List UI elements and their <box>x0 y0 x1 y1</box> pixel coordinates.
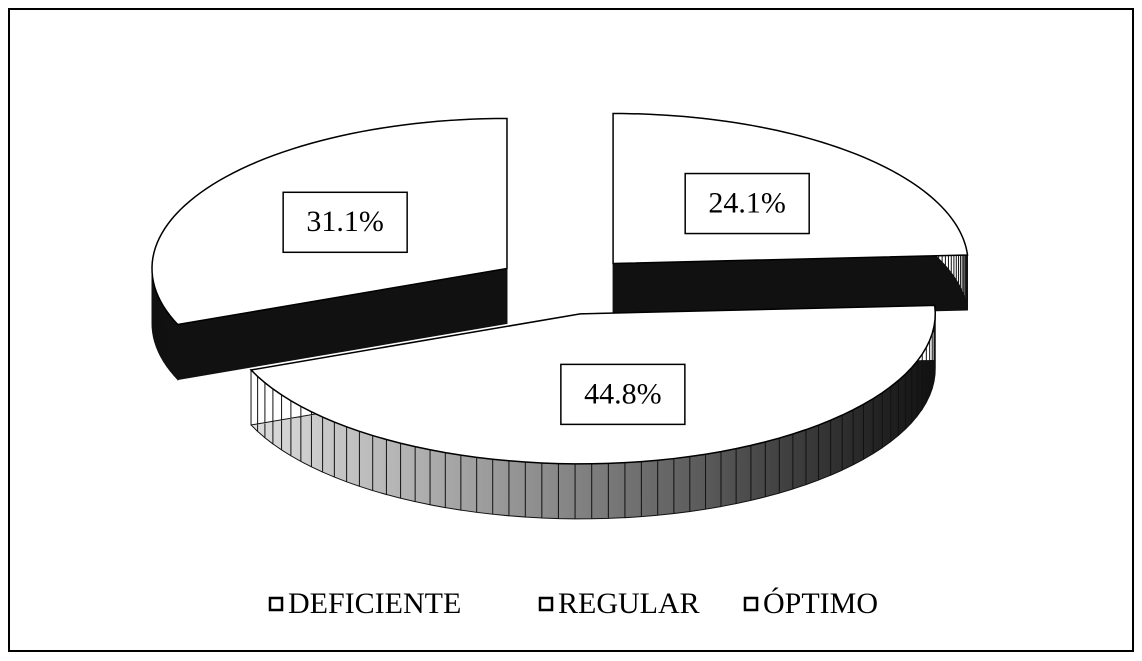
data-label-box <box>684 172 810 235</box>
legend-swatch <box>268 596 284 612</box>
pie: 24.1% 44.8% 31.1% <box>151 112 969 520</box>
legend-swatch <box>743 596 759 612</box>
legend-label: REGULAR <box>558 587 700 620</box>
legend-label: DEFICIENTE <box>288 587 461 620</box>
data-label: 44.8% <box>584 377 662 410</box>
data-label-box <box>282 191 408 254</box>
data-label: 31.1% <box>306 205 384 238</box>
data-label-box <box>560 363 686 426</box>
legend-swatch <box>538 596 554 612</box>
data-label: 24.1% <box>708 186 786 219</box>
legend: DEFICIENTE REGULAR ÓPTIMO <box>268 587 878 620</box>
legend-label: ÓPTIMO <box>763 587 878 620</box>
